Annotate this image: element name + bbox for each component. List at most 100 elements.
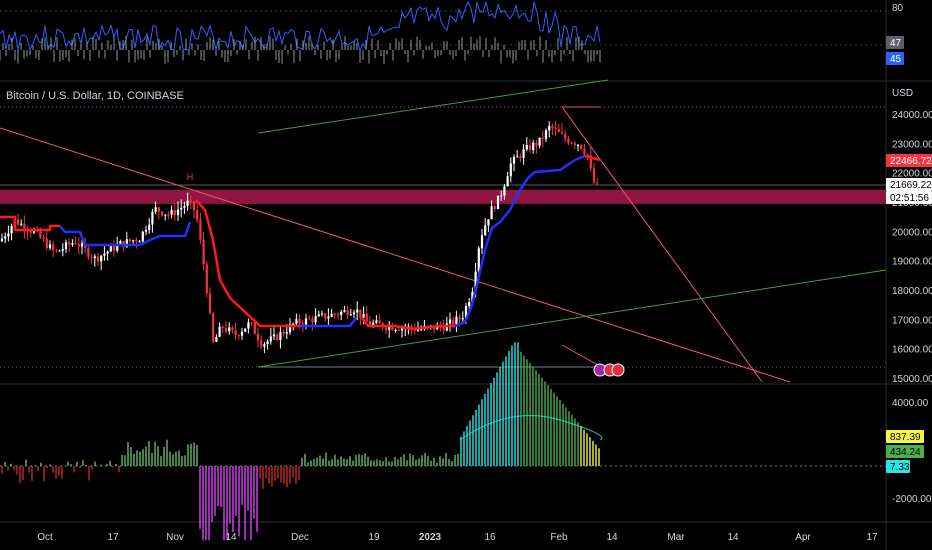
candle-body [400,328,404,331]
osc-tick-label: 4000.00 [892,398,929,409]
candle-body [474,271,477,292]
time-tick-label: 16 [484,532,496,543]
supertrend-line [0,215,60,232]
candle-body [368,321,372,326]
price-tick-label: 19000.00 [892,257,932,268]
candle-body [212,313,215,342]
supertrend-line [454,154,586,328]
candle-body [77,243,80,247]
candle-body [493,206,496,210]
candle-body [32,230,36,233]
time-tick-label: 14 [225,532,237,543]
osc-tick-label: -2000.00 [892,494,932,505]
candle-body [506,176,509,187]
candle-body [112,245,116,251]
candle-body [176,209,180,215]
last-price-tag-text: 21669.22 [890,180,932,191]
candle-body [378,320,381,324]
candle-body [29,231,32,233]
supertrend-line [361,317,455,331]
candle-body [234,330,237,336]
candle-body [592,168,596,183]
rsi-tag-a: 47 [886,36,904,49]
candle-body [55,250,58,252]
time-tick-label: Apr [795,532,811,543]
price-tick-label: 15000.00 [892,374,932,385]
time-tick-label: Dec [291,532,309,543]
candle-body [308,318,311,320]
candle-body [458,316,461,320]
candle-body [375,320,378,323]
time-tick-label: Oct [37,532,53,543]
candle-body [512,157,516,164]
candle-body [570,142,573,144]
candle-body [52,244,55,251]
candle-body [266,341,269,345]
candle-body [336,314,340,316]
candle-body [100,255,103,262]
candle-body [484,225,487,236]
candle-body [148,224,151,230]
candle-body [487,219,490,226]
time-tick-label: 14 [606,532,618,543]
countdown-tag-text: 02:51:56 [890,193,929,204]
candle-body [10,226,13,234]
candle-body [298,318,301,324]
candle-body [167,214,170,216]
price-tick-label: 17000.00 [892,315,932,326]
candle-body [372,322,375,326]
osc-tag-a: 837.39 [886,430,924,443]
candle-body [365,313,368,322]
time-tick-label: Feb [550,532,568,543]
candle-body [20,223,23,225]
candle-body [301,323,304,325]
candle-body [116,244,119,251]
candle-body [557,128,560,132]
candle-body [349,314,352,316]
candle-body [244,328,247,332]
candle-body [138,241,141,243]
candle-body [160,211,164,216]
price-pane: H [0,79,887,383]
time-tick-label: 17 [866,532,878,543]
candle-body [228,327,231,332]
candle-body [250,322,253,324]
pattern-marker: H [187,172,194,182]
candle-body [410,326,413,329]
candle-body [362,313,365,318]
candle-body [272,334,276,337]
last-price-tag: 21669.22 [886,178,932,191]
candle-body [87,247,90,258]
price-tick-label: 24000.00 [892,110,932,121]
candle-body [151,211,154,225]
countdown-tag: 02:51:56 [886,191,932,204]
candle-body [589,155,592,169]
candle-body [263,344,266,347]
time-tick-label: 19 [368,532,380,543]
candle-body [183,206,186,208]
osc-signal [459,414,603,441]
resistance-zone [0,189,886,204]
candle-body [74,243,77,245]
candle-body [356,309,359,313]
candle-body [333,313,336,315]
candle-body [292,323,295,325]
candle-body [548,126,551,131]
candle-body [253,322,256,334]
candle-body [560,131,564,134]
time-tick-label: 17 [107,532,119,543]
candle-body [320,313,324,315]
candle-body [394,329,397,331]
rsi-line [0,0,601,52]
candle-body [128,239,132,242]
candle-body [448,319,452,324]
candle-body [416,329,420,331]
candle-body [564,133,567,139]
candle-body [196,210,199,220]
candle-body [384,327,388,330]
symbol-title[interactable]: Bitcoin / U.S. Dollar, 1D, COINBASE [6,90,184,102]
candle-body [352,312,356,315]
candle-body [23,223,26,231]
candle-body [397,329,400,331]
